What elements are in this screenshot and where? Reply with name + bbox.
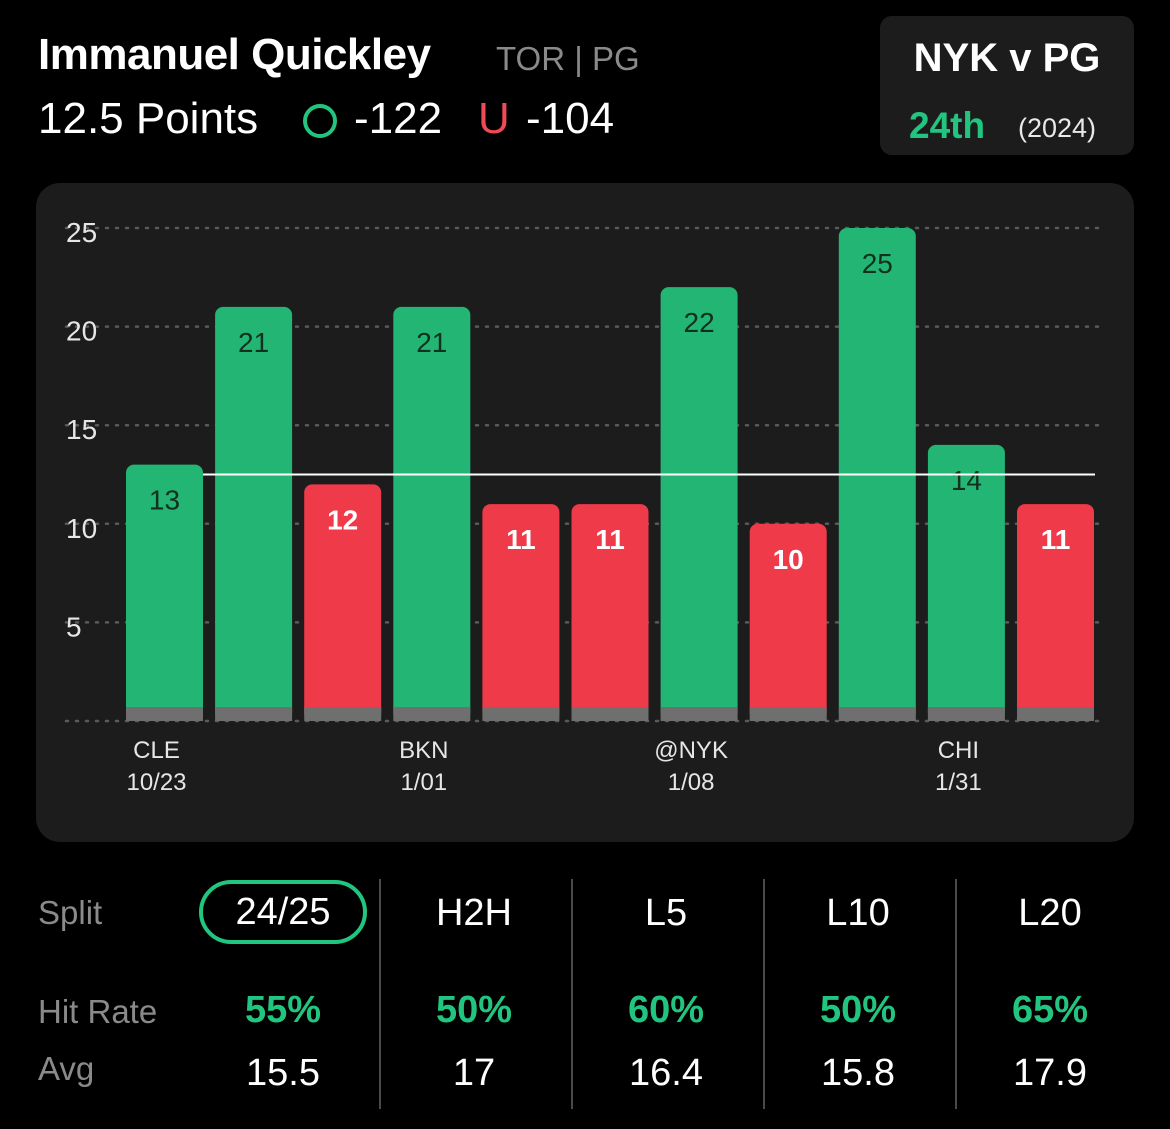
split-tab-l5[interactable]: L5 bbox=[644, 892, 688, 934]
bar bbox=[749, 523, 827, 721]
bar-base bbox=[482, 707, 560, 721]
y-tick-label: 15 bbox=[66, 414, 97, 445]
bar-value-label: 21 bbox=[238, 327, 269, 358]
hit-rate-l10: 50% bbox=[819, 989, 897, 1031]
avg-h2h: 17 bbox=[452, 1052, 496, 1094]
hit-rate-l5: 60% bbox=[627, 989, 705, 1031]
hit-rate-h2h: 50% bbox=[435, 989, 513, 1031]
split-tab-h2h[interactable]: H2H bbox=[435, 892, 513, 934]
bar bbox=[660, 287, 738, 721]
column-divider bbox=[763, 879, 765, 1109]
avg-label: Avg bbox=[38, 1050, 95, 1087]
y-tick-label: 25 bbox=[66, 217, 97, 248]
bar bbox=[927, 444, 1005, 721]
prop-line: 12.5 Points bbox=[38, 94, 259, 143]
column-divider bbox=[379, 879, 381, 1109]
bar-base bbox=[304, 707, 382, 721]
bar-value-label: 21 bbox=[416, 327, 447, 358]
matchup-card[interactable]: NYK v PG 24th (2024) bbox=[880, 16, 1134, 155]
bar-value-label: 12 bbox=[327, 504, 358, 535]
bar bbox=[304, 484, 382, 721]
bar-value-label: 10 bbox=[773, 544, 804, 575]
hit-rate-2425: 55% bbox=[244, 989, 322, 1031]
bar bbox=[393, 306, 471, 721]
split-tab-l10[interactable]: L10 bbox=[826, 892, 890, 934]
under-odds[interactable]: -104 bbox=[526, 94, 615, 143]
bar-base bbox=[393, 707, 471, 721]
bar-value-label: 25 bbox=[862, 248, 893, 279]
matchup-title: NYK v PG bbox=[913, 36, 1101, 80]
x-tick-date: 1/08 bbox=[668, 769, 715, 796]
bar-base bbox=[660, 707, 738, 721]
bar-base bbox=[571, 707, 649, 721]
hit-rate-l20: 65% bbox=[1011, 989, 1089, 1031]
avg-l20: 17.9 bbox=[1013, 1052, 1087, 1094]
bar-base bbox=[1017, 707, 1094, 721]
bar-base bbox=[927, 707, 1005, 721]
split-tab-2425[interactable]: 24/25 bbox=[199, 880, 367, 944]
team-position: TOR | PG bbox=[496, 40, 640, 77]
y-tick-label: 20 bbox=[66, 316, 97, 347]
avg-l10: 15.8 bbox=[821, 1052, 895, 1094]
bar-base bbox=[749, 707, 827, 721]
bar-value-label: 22 bbox=[684, 307, 715, 338]
x-tick-team: CHI bbox=[938, 737, 979, 764]
x-tick-date: 10/23 bbox=[126, 769, 186, 796]
bar-value-label: 11 bbox=[1041, 524, 1071, 555]
bar-base bbox=[838, 707, 916, 721]
matchup-rank: 24th bbox=[909, 105, 986, 146]
x-tick-team: @NYK bbox=[654, 737, 728, 764]
column-divider bbox=[571, 879, 573, 1109]
x-tick-date: 1/31 bbox=[935, 769, 982, 796]
bar-value-label: 14 bbox=[951, 465, 982, 496]
x-tick-date: 1/01 bbox=[400, 769, 447, 796]
under-label: U bbox=[478, 94, 510, 143]
chart-card: 5 10 15 20 25 13 21 12 21 11 11 22 10 25 14 11 CLE 10/23 B… bbox=[36, 183, 1134, 842]
over-circle-icon bbox=[303, 104, 337, 138]
bar bbox=[1017, 504, 1094, 721]
bar bbox=[482, 504, 560, 721]
bar bbox=[126, 464, 203, 721]
hit-rate-label: Hit Rate bbox=[38, 993, 158, 1030]
over-odds[interactable]: -122 bbox=[354, 94, 443, 143]
y-tick-label: 5 bbox=[66, 611, 82, 642]
avg-2425: 15.5 bbox=[246, 1052, 320, 1094]
bar-value-label: 13 bbox=[149, 485, 180, 516]
bar-value-label: 11 bbox=[595, 524, 625, 555]
bar-value-label: 11 bbox=[506, 524, 536, 555]
player-name: Immanuel Quickley bbox=[38, 30, 431, 79]
bar bbox=[215, 306, 293, 721]
avg-l5: 16.4 bbox=[629, 1052, 703, 1094]
y-tick-label: 10 bbox=[66, 513, 97, 544]
x-tick-team: CLE bbox=[133, 737, 180, 764]
split-tab-l20[interactable]: L20 bbox=[1018, 892, 1082, 934]
bar-base bbox=[215, 707, 293, 721]
matchup-year: (2024) bbox=[1018, 113, 1097, 143]
column-divider bbox=[955, 879, 957, 1109]
bar-base bbox=[126, 707, 203, 721]
bar bbox=[571, 504, 649, 721]
split-label: Split bbox=[38, 894, 103, 931]
bar-chart: 5 10 15 20 25 13 21 12 21 11 11 22 10 25 14 11 CLE 10/23 B… bbox=[64, 217, 1100, 796]
x-tick-team: BKN bbox=[399, 737, 448, 764]
